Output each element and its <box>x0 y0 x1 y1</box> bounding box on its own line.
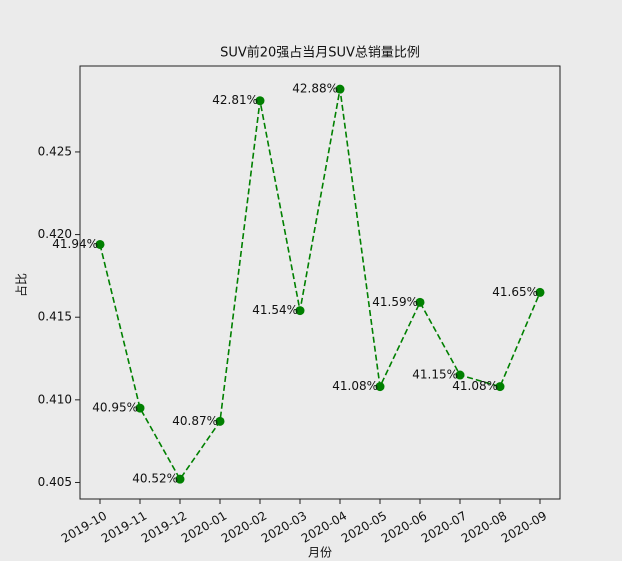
value-label: 40.87% <box>172 414 218 428</box>
value-label: 41.54% <box>252 303 298 317</box>
y-axis-label: 占比 <box>14 273 29 297</box>
value-label: 41.65% <box>492 285 538 299</box>
marker <box>95 239 105 249</box>
marker <box>495 382 505 392</box>
y-tick-label: 0.410 <box>38 392 72 406</box>
value-label: 41.15% <box>412 368 458 382</box>
y-tick-label: 0.415 <box>38 310 72 324</box>
marker <box>255 96 265 106</box>
marker <box>335 84 345 94</box>
value-label: 41.08% <box>452 379 498 393</box>
y-tick-label: 0.425 <box>38 144 72 158</box>
marker <box>215 416 225 426</box>
marker <box>375 382 385 392</box>
marker <box>135 403 145 413</box>
value-label: 42.88% <box>292 82 338 96</box>
marker <box>415 297 425 307</box>
value-label: 40.52% <box>132 472 178 486</box>
marker <box>455 370 465 380</box>
marker <box>535 287 545 297</box>
y-tick-label: 0.405 <box>38 475 72 489</box>
value-label: 40.95% <box>92 401 138 415</box>
value-label: 41.08% <box>332 379 378 393</box>
marker <box>295 306 305 316</box>
line <box>99 88 541 481</box>
marker <box>175 474 185 484</box>
value-label: 41.94% <box>52 237 98 251</box>
value-label: 42.81% <box>212 93 258 107</box>
y-tick-label: 0.420 <box>38 227 72 241</box>
chart-title: SUV前20强占当月SUV总销量比例 <box>220 45 420 61</box>
value-label: 41.59% <box>372 295 418 309</box>
x-axis-label: 月份 <box>308 546 332 560</box>
plot-frame <box>79 65 561 500</box>
